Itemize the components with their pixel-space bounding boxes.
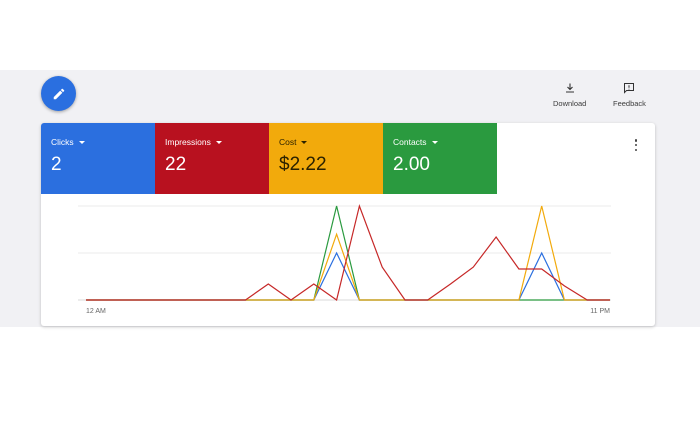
metric-cost-label-row: Cost xyxy=(279,137,383,147)
metric-contacts-label-row: Contacts xyxy=(393,137,497,147)
metric-contacts[interactable]: Contacts 2.00 xyxy=(383,123,497,194)
caret-down-icon xyxy=(78,140,85,144)
edit-button[interactable] xyxy=(41,76,76,111)
pencil-icon xyxy=(53,88,64,99)
more-options-icon[interactable] xyxy=(631,137,641,153)
metric-contacts-label: Contacts xyxy=(393,137,427,147)
metric-impressions-label: Impressions xyxy=(165,137,211,147)
performance-card: Clicks 2 Impressions 22 Cost $2.22 Conta… xyxy=(41,123,655,326)
download-icon xyxy=(565,83,574,93)
metric-impressions[interactable]: Impressions 22 xyxy=(155,123,269,194)
metric-impressions-value: 22 xyxy=(165,154,187,175)
performance-line-chart: 12 AM 11 PM xyxy=(78,203,611,315)
series-line-3 xyxy=(86,203,610,301)
x-axis-end-label: 11 PM xyxy=(590,308,610,315)
metric-clicks-label-row: Clicks xyxy=(51,137,155,147)
metric-clicks-value: 2 xyxy=(51,154,62,175)
download-label: Download xyxy=(553,99,587,108)
series-line-1 xyxy=(86,251,610,301)
download-button[interactable]: Download xyxy=(553,82,586,108)
metric-clicks[interactable]: Clicks 2 xyxy=(41,123,155,194)
caret-down-icon xyxy=(301,140,308,144)
metric-cost[interactable]: Cost $2.22 xyxy=(269,123,383,194)
caret-down-icon xyxy=(431,140,438,144)
metric-clicks-label: Clicks xyxy=(51,137,74,147)
metric-tabs: Clicks 2 Impressions 22 Cost $2.22 Conta… xyxy=(41,123,497,194)
x-axis-start-label: 12 AM xyxy=(86,308,106,315)
metric-cost-label: Cost xyxy=(279,137,297,147)
feedback-icon xyxy=(624,83,635,94)
caret-down-icon xyxy=(215,140,222,144)
feedback-label: Feedback xyxy=(613,99,646,108)
metric-cost-value: $2.22 xyxy=(279,154,327,175)
metric-impressions-label-row: Impressions xyxy=(165,137,269,147)
metric-contacts-value: 2.00 xyxy=(393,154,430,175)
feedback-button[interactable]: Feedback xyxy=(613,82,646,108)
